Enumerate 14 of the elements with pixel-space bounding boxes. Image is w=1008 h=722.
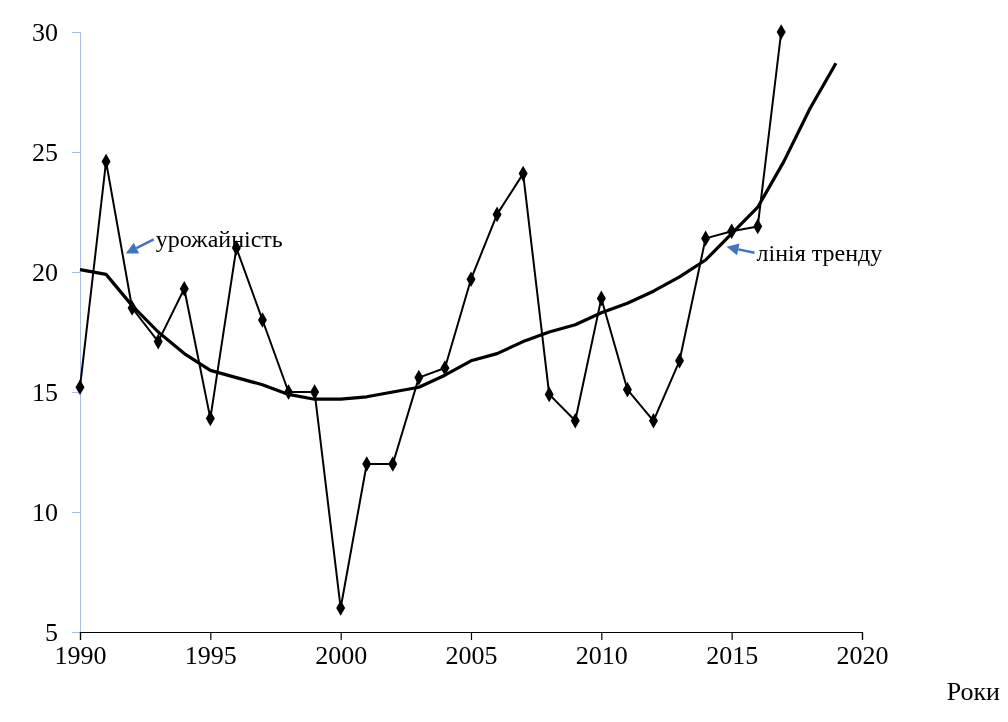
y-tick-label: 10 bbox=[32, 497, 58, 527]
x-tick-label: 2005 bbox=[445, 641, 498, 671]
y-tick-label: 30 bbox=[32, 17, 58, 47]
y-tick-label: 15 bbox=[32, 377, 58, 407]
x-tick-label: 2020 bbox=[836, 641, 889, 671]
x-tick-label: 1995 bbox=[184, 641, 237, 671]
x-axis-title: Роки bbox=[946, 677, 1001, 706]
x-tick-label: 2010 bbox=[575, 641, 628, 671]
y-tick-label: 20 bbox=[32, 257, 58, 287]
annotation: урожайність bbox=[155, 226, 283, 253]
annotation: лінія тренду bbox=[756, 239, 883, 266]
y-tick-label: 25 bbox=[32, 137, 58, 167]
x-tick-label: 2015 bbox=[706, 641, 759, 671]
x-tick-label: 2000 bbox=[315, 641, 368, 671]
